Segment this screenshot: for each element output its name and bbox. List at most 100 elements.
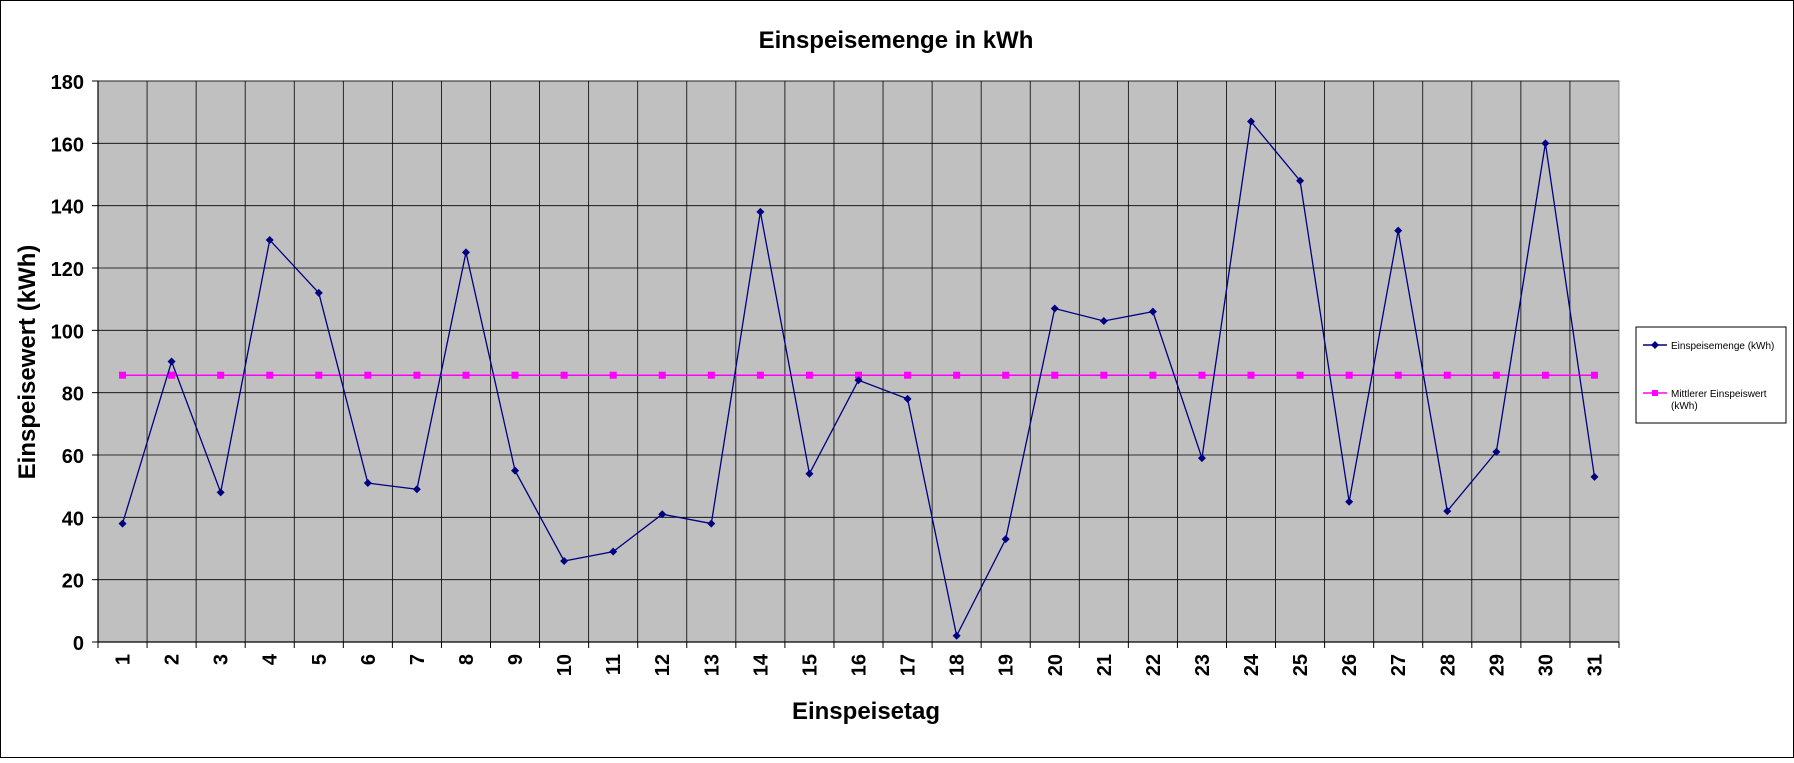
x-tick-label: 13 xyxy=(701,654,723,676)
data-point-day-17 xyxy=(903,394,912,403)
legend-label-mittlerer-line2: (kWh) xyxy=(1671,401,1698,412)
y-tick-label: 40 xyxy=(62,508,84,530)
x-tick-label: 14 xyxy=(750,653,772,676)
average-point-day-13 xyxy=(707,371,715,379)
x-tick-label: 20 xyxy=(1045,654,1067,676)
y-axis-label: Einspeisewert (kWh) xyxy=(14,245,41,480)
data-point-day-15 xyxy=(805,469,814,478)
average-point-day-20 xyxy=(1051,371,1059,379)
x-tick-label: 29 xyxy=(1486,654,1508,676)
data-point-day-23 xyxy=(1197,454,1206,463)
x-tick-label: 17 xyxy=(898,654,920,676)
average-point-day-4 xyxy=(266,371,274,379)
average-point-day-9 xyxy=(511,371,519,379)
average-point-day-23 xyxy=(1198,371,1206,379)
x-tick-label: 27 xyxy=(1388,654,1410,676)
x-tick-label: 10 xyxy=(554,654,576,676)
data-point-day-3 xyxy=(216,488,225,497)
series-layer xyxy=(118,117,1599,640)
average-point-day-7 xyxy=(413,371,421,379)
average-point-day-6 xyxy=(364,371,372,379)
y-tick-label: 20 xyxy=(62,571,84,593)
data-point-day-2 xyxy=(167,357,176,366)
x-tick-label: 3 xyxy=(211,654,233,665)
x-tick-label: 22 xyxy=(1143,654,1165,676)
x-tick-label: 30 xyxy=(1535,654,1557,676)
x-tick-label: 26 xyxy=(1339,654,1361,676)
data-point-day-26 xyxy=(1345,497,1354,506)
data-point-day-8 xyxy=(461,248,470,257)
data-point-day-1 xyxy=(118,519,127,528)
x-tick-label: 16 xyxy=(849,654,871,676)
x-tick-label: 5 xyxy=(309,654,331,665)
x-tick-label: 21 xyxy=(1094,654,1116,676)
y-tick-label: 60 xyxy=(62,446,84,468)
y-tick-label: 100 xyxy=(51,321,84,343)
average-point-day-19 xyxy=(1002,371,1010,379)
average-point-day-31 xyxy=(1590,371,1598,379)
data-point-day-21 xyxy=(1099,316,1108,325)
average-point-day-8 xyxy=(462,371,470,379)
y-tick-label: 140 xyxy=(51,197,84,219)
data-point-day-19 xyxy=(1001,535,1010,544)
average-point-day-10 xyxy=(560,371,568,379)
x-axis-ticks: 1 2 3 4 5 6 7 8 9 10 11 12 13 14 15 16 17 18 19 20 21 22 23 24 2… xyxy=(97,642,1620,676)
average-point-day-2 xyxy=(168,371,176,379)
y-tick-label: 0 xyxy=(73,633,84,655)
legend-marker-einspeisemenge xyxy=(1651,341,1659,349)
legend-box xyxy=(1635,326,1787,424)
x-axis-label: Einspeisetag xyxy=(792,698,940,725)
x-tick-label: 28 xyxy=(1437,654,1459,676)
data-point-day-24 xyxy=(1247,117,1256,126)
average-point-day-30 xyxy=(1541,371,1549,379)
x-tick-label: 6 xyxy=(358,654,380,665)
data-point-day-25 xyxy=(1296,176,1305,185)
x-tick-label: 2 xyxy=(162,654,184,665)
average-point-day-12 xyxy=(658,371,666,379)
data-point-day-4 xyxy=(265,235,274,244)
average-point-day-24 xyxy=(1247,371,1255,379)
data-point-day-31 xyxy=(1590,472,1599,481)
average-point-day-17 xyxy=(904,371,912,379)
data-point-day-27 xyxy=(1394,226,1403,235)
data-point-day-14 xyxy=(756,207,765,216)
data-point-day-10 xyxy=(560,556,569,565)
x-tick-label: 9 xyxy=(505,654,527,665)
average-point-day-22 xyxy=(1149,371,1157,379)
average-point-day-27 xyxy=(1394,371,1402,379)
average-point-day-14 xyxy=(756,371,764,379)
data-point-day-30 xyxy=(1541,139,1550,148)
y-tick-label: 120 xyxy=(51,259,84,281)
plot-area xyxy=(97,80,1620,643)
average-point-day-16 xyxy=(855,371,862,379)
x-tick-label: 4 xyxy=(260,653,282,665)
average-point-day-5 xyxy=(315,371,323,379)
data-point-day-28 xyxy=(1443,507,1452,516)
average-point-day-28 xyxy=(1443,371,1451,379)
x-tick-label: 7 xyxy=(407,654,429,665)
average-point-day-11 xyxy=(609,371,617,379)
y-tick-label: 180 xyxy=(51,72,84,94)
x-tick-label: 11 xyxy=(603,654,625,675)
legend-label-einspeisemenge: Einspeisemenge (kWh) xyxy=(1671,341,1774,352)
x-tick-label: 15 xyxy=(799,654,821,676)
x-tick-label: 18 xyxy=(947,654,969,676)
average-point-day-25 xyxy=(1296,371,1304,379)
data-point-day-7 xyxy=(412,485,421,494)
x-tick-label: 31 xyxy=(1584,654,1606,676)
average-point-day-26 xyxy=(1345,371,1353,379)
average-point-day-21 xyxy=(1100,371,1108,379)
data-point-day-5 xyxy=(314,288,323,297)
data-point-day-13 xyxy=(707,519,716,528)
y-tick-label: 80 xyxy=(62,384,84,406)
data-point-day-16 xyxy=(854,376,863,385)
y-tick-label: 160 xyxy=(51,134,84,156)
x-tick-label: 25 xyxy=(1290,654,1312,676)
chart-title: Einspeisemenge in kWh xyxy=(759,27,1034,54)
data-point-day-12 xyxy=(658,510,667,519)
data-point-day-9 xyxy=(511,466,520,475)
x-tick-label: 12 xyxy=(652,654,674,676)
legend-marker-mittlerer xyxy=(1652,390,1658,396)
average-point-day-3 xyxy=(217,371,225,379)
